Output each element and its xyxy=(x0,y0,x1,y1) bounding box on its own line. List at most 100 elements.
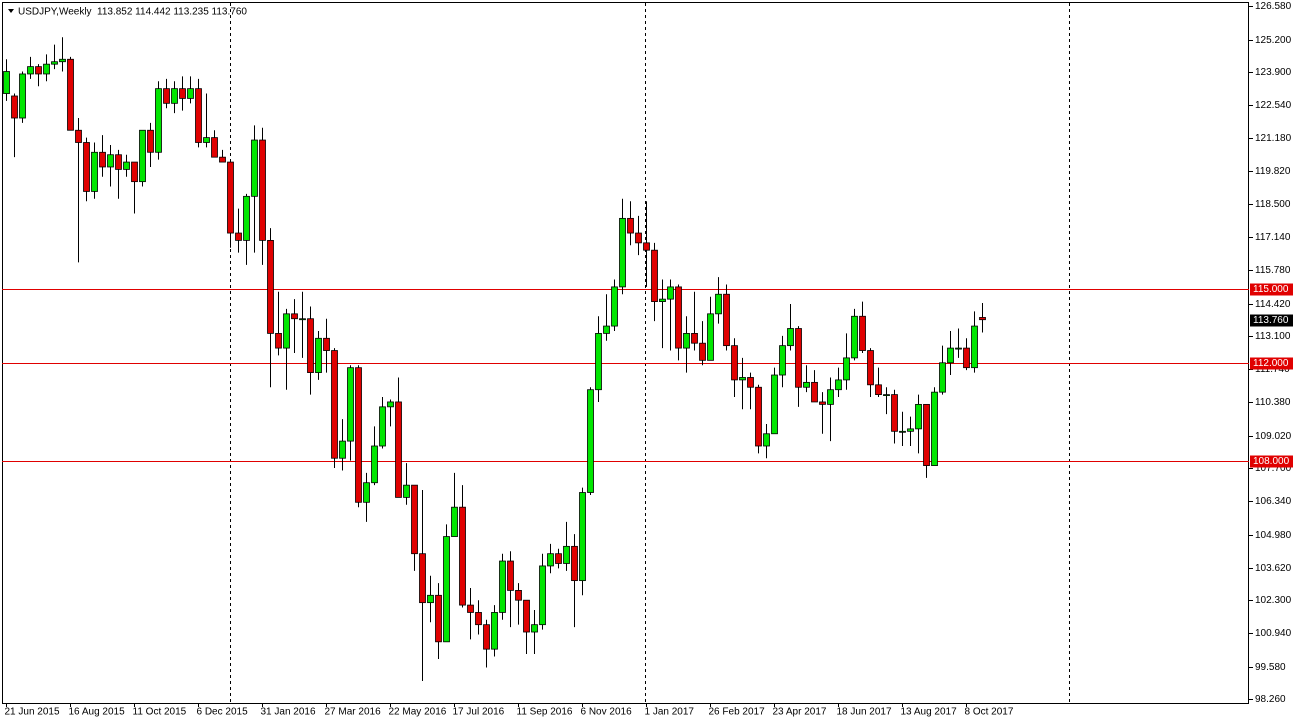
current-price-box xyxy=(1250,314,1293,327)
candle-body-up xyxy=(347,367,354,442)
y-tick-label: 119.820 xyxy=(1255,166,1291,177)
candle-body-down xyxy=(275,333,282,349)
candle-body-down xyxy=(267,239,274,334)
y-tick-label: 114.420 xyxy=(1255,299,1291,310)
y-tick-label: 122.540 xyxy=(1255,100,1292,111)
x-tick-label: 17 Jul 2016 xyxy=(453,707,505,718)
y-tick-label: 111.740 xyxy=(1255,364,1290,375)
candle-body-up xyxy=(451,506,458,537)
candle-body-down xyxy=(219,156,226,163)
candle-body-up xyxy=(363,482,370,503)
candle-body-up xyxy=(427,594,434,604)
candle-body-up xyxy=(907,428,914,432)
candle-body-up xyxy=(59,58,66,63)
candle-body-down xyxy=(571,545,578,582)
candle-body-up xyxy=(779,345,786,376)
x-tick-label: 23 Apr 2017 xyxy=(773,707,827,718)
candle-body-down xyxy=(979,317,986,321)
candle-body-up xyxy=(787,328,794,347)
candle-body-down xyxy=(323,337,330,351)
candle-body-up xyxy=(443,536,450,643)
x-tick-label: 31 Jan 2016 xyxy=(261,707,316,718)
candle-body-down xyxy=(131,161,138,183)
candle-body-up xyxy=(931,391,938,466)
y-tick-label: 117.140 xyxy=(1255,232,1291,243)
candle-body-down xyxy=(467,604,474,613)
y-tick-label: 110.380 xyxy=(1255,397,1291,408)
x-tick-label: 21 Jun 2015 xyxy=(5,707,60,718)
level-label: 112.000 xyxy=(1253,358,1289,369)
y-tick-label: 104.980 xyxy=(1255,530,1292,541)
candle-body-up xyxy=(827,389,834,405)
candle-body-down xyxy=(867,350,874,386)
candle-body-up xyxy=(835,379,842,391)
candle-body-up xyxy=(611,286,618,327)
candle-body-up xyxy=(123,161,130,170)
x-tick-label: 18 Jun 2017 xyxy=(837,707,892,718)
candle-body-down xyxy=(211,137,218,158)
candle-body-down xyxy=(331,350,338,459)
current-price-label: 113.760 xyxy=(1253,315,1289,326)
candle-body-up xyxy=(547,553,554,567)
y-tick-label: 109.020 xyxy=(1255,431,1292,442)
candle-body-down xyxy=(811,381,818,403)
candle-body-up xyxy=(107,154,114,168)
candle-body-up xyxy=(91,151,98,192)
candle-body-up xyxy=(51,61,58,65)
candle-body-up xyxy=(659,298,666,302)
level-label-box xyxy=(1250,357,1293,370)
x-tick-label: 6 Nov 2016 xyxy=(581,707,633,718)
candle-body-up xyxy=(955,347,962,350)
candle-body-down xyxy=(627,217,634,234)
ohlc-label: 113.852 114.442 113.235 113.760 xyxy=(97,7,247,18)
y-tick-label: 115.780 xyxy=(1255,265,1291,276)
candle-body-down xyxy=(859,315,866,351)
candle-body-up xyxy=(139,129,146,183)
menu-arrow[interactable] xyxy=(8,9,14,13)
candle-body-down xyxy=(515,590,522,601)
level-label-box xyxy=(1250,283,1293,296)
candle-body-up xyxy=(299,318,306,321)
y-tick-label: 99.580 xyxy=(1255,662,1286,673)
candle-body-down xyxy=(115,154,122,170)
candle-body-up xyxy=(339,440,346,459)
x-tick-label: 22 May 2016 xyxy=(389,707,447,718)
x-tick-label: 27 Mar 2016 xyxy=(325,707,382,718)
candle-body-up xyxy=(707,313,714,361)
candle-body-down xyxy=(963,347,970,369)
y-tick-label: 125.200 xyxy=(1255,35,1292,46)
candle-body-down xyxy=(179,88,186,99)
candle-body-down xyxy=(11,95,18,119)
candle-body-up xyxy=(587,389,594,493)
candle-body-up xyxy=(739,377,746,381)
candle-body-down xyxy=(83,142,90,192)
candle-body-up xyxy=(283,313,290,349)
candle-body-up xyxy=(371,445,378,484)
candle-body-up xyxy=(603,325,610,334)
candle-body-down xyxy=(147,129,154,153)
candle-body-up xyxy=(27,66,34,75)
candle-body-up xyxy=(939,362,946,393)
candle-body-down xyxy=(747,377,754,388)
x-tick-label: 11 Sep 2016 xyxy=(517,707,573,718)
candle-body-up xyxy=(843,357,850,381)
candle-body-up xyxy=(387,401,394,408)
level-label: 108.000 xyxy=(1253,456,1290,467)
candle-body-down xyxy=(163,88,170,104)
candle-body-down xyxy=(795,328,802,388)
candle-body-down xyxy=(35,66,42,75)
candle-body-down xyxy=(459,506,466,606)
candle-body-up xyxy=(899,430,906,433)
candle-body-down xyxy=(523,599,530,633)
x-tick-label: 1 Jan 2017 xyxy=(645,707,695,718)
candle-body-down xyxy=(651,249,658,302)
candle-body-up xyxy=(243,195,250,241)
x-tick-label: 13 Aug 2017 xyxy=(901,707,958,718)
candle-body-down xyxy=(643,242,650,251)
candle-body-up xyxy=(619,217,626,288)
candle-body-up xyxy=(315,337,322,373)
y-tick-label: 103.620 xyxy=(1255,563,1292,574)
candle-body-down xyxy=(99,151,106,168)
